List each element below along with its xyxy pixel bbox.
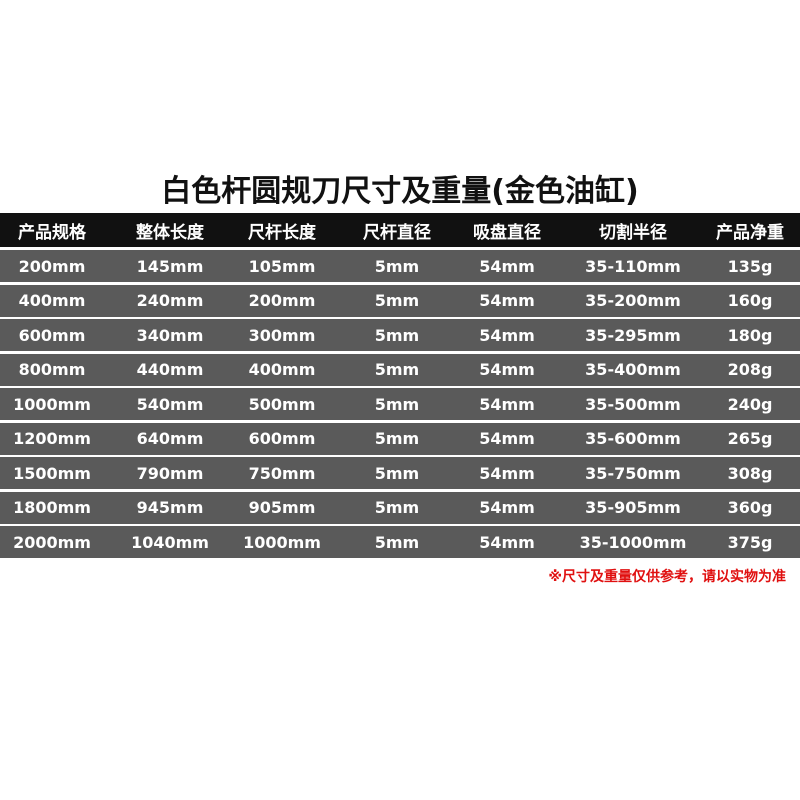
table-row: 1800mm 945mm 905mm 5mm 54mm 35-905mm 360g <box>0 491 800 524</box>
table-cell: 54mm <box>479 325 535 345</box>
table-cell: 540mm <box>136 394 204 414</box>
table-cell: 5mm <box>374 498 420 517</box>
table-cell: 208g <box>727 360 773 379</box>
table-row: 400mm 240mm 200mm 5mm 54mm 35-200mm 160g <box>0 284 800 317</box>
table-cell: 945mm <box>136 498 204 517</box>
header-cell: 吸盘直径 <box>473 222 541 243</box>
table-cell: 5mm <box>374 429 420 448</box>
table-cell: 54mm <box>479 463 535 483</box>
table-cell: 35-110mm <box>585 256 681 276</box>
table-cell: 105mm <box>248 256 316 276</box>
table-cell: 750mm <box>248 463 316 483</box>
table-cell: 308g <box>727 463 773 483</box>
table-cell: 5mm <box>374 325 420 345</box>
table-cell: 54mm <box>479 532 535 552</box>
header-cell: 尺杆长度 <box>248 222 316 243</box>
table-row: 1200mm 640mm 600mm 5mm 54mm 35-600mm 265g <box>0 422 800 455</box>
table-cell: 1000mm <box>243 532 321 552</box>
table-row: 800mm 440mm 400mm 5mm 54mm 35-400mm 208g <box>0 353 800 386</box>
table-cell: 54mm <box>479 360 535 379</box>
header-cell: 整体长度 <box>136 222 204 243</box>
table-cell: 240g <box>727 394 773 414</box>
table-cell: 180g <box>727 325 773 345</box>
table-cell: 2000mm <box>13 532 91 552</box>
table-cell: 1200mm <box>13 429 91 448</box>
table-cell: 200mm <box>248 291 316 310</box>
table-cell: 54mm <box>479 394 535 414</box>
table-row: 1500mm 790mm 750mm 5mm 54mm 35-750mm 308g <box>0 457 800 489</box>
header-cell: 产品规格 <box>18 222 86 243</box>
table-cell: 800mm <box>18 360 86 379</box>
table-cell: 790mm <box>136 463 204 483</box>
table-cell: 1000mm <box>13 394 91 414</box>
table-cell: 35-200mm <box>585 291 681 310</box>
table-cell: 135g <box>727 256 773 276</box>
table-cell: 440mm <box>136 360 204 379</box>
table-row: 600mm 340mm 300mm 5mm 54mm 35-295mm 180g <box>0 319 800 351</box>
table-cell: 1800mm <box>13 498 91 517</box>
table-cell: 400mm <box>248 360 316 379</box>
table-cell: 5mm <box>374 360 420 379</box>
table-cell: 54mm <box>479 498 535 517</box>
table-cell: 145mm <box>136 256 204 276</box>
table-cell: 640mm <box>136 429 204 448</box>
table-cell: 35-905mm <box>585 498 681 517</box>
header-cell: 尺杆直径 <box>363 222 431 243</box>
table-cell: 500mm <box>248 394 316 414</box>
header-cell: 产品净重 <box>716 222 784 243</box>
table-cell: 1040mm <box>131 532 209 552</box>
table-cell: 35-600mm <box>585 429 681 448</box>
table-cell: 1500mm <box>13 463 91 483</box>
table-cell: 160g <box>727 291 773 310</box>
table-cell: 905mm <box>248 498 316 517</box>
table-cell: 35-750mm <box>585 463 681 483</box>
table-cell: 54mm <box>479 256 535 276</box>
table-cell: 265g <box>727 429 773 448</box>
table-cell: 375g <box>727 532 773 552</box>
table-cell: 600mm <box>248 429 316 448</box>
table-cell: 600mm <box>18 325 86 345</box>
table-cell: 400mm <box>18 291 86 310</box>
table-row: 200mm 145mm 105mm 5mm 54mm 35-110mm 135g <box>0 250 800 282</box>
table-cell: 360g <box>727 498 773 517</box>
table-cell: 200mm <box>18 256 86 276</box>
table-header: 产品规格 整体长度 尺杆长度 尺杆直径 吸盘直径 切割半径 产品净重 <box>0 213 800 247</box>
table-row: 1000mm 540mm 500mm 5mm 54mm 35-500mm 240g <box>0 388 800 420</box>
table-cell: 340mm <box>136 325 204 345</box>
table-cell: 5mm <box>374 291 420 310</box>
table-cell: 5mm <box>374 256 420 276</box>
header-cell: 切割半径 <box>599 222 667 243</box>
table-cell: 54mm <box>479 429 535 448</box>
table-row: 2000mm 1040mm 1000mm 5mm 54mm 35-1000mm 375g <box>0 526 800 558</box>
note: ※尺寸及重量仅供参考，请以实物为准 <box>548 569 786 585</box>
table-cell: 300mm <box>248 325 316 345</box>
table-cell: 240mm <box>136 291 204 310</box>
title: 白色杆圆规刀尺寸及重量(金色油缸) <box>161 174 639 209</box>
table-cell: 35-1000mm <box>579 532 687 552</box>
table-cell: 35-500mm <box>585 394 681 414</box>
table-cell: 35-400mm <box>585 360 681 379</box>
table-cell: 5mm <box>374 463 420 483</box>
table-cell: 5mm <box>374 532 420 552</box>
table-cell: 54mm <box>479 291 535 310</box>
table-cell: 35-295mm <box>585 325 681 345</box>
table-cell: 5mm <box>374 394 420 414</box>
